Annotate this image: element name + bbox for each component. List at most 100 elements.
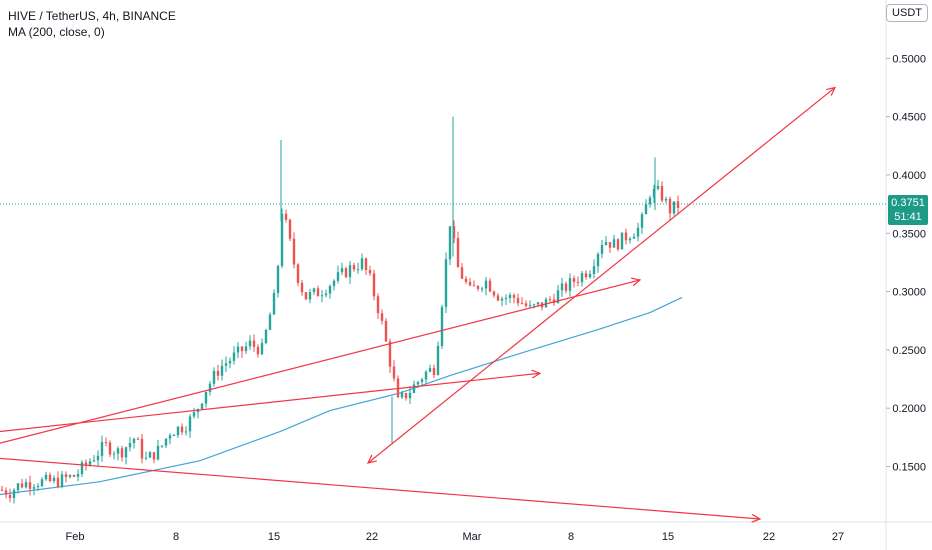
candle-body xyxy=(564,283,568,291)
price-tick-label: 0.5000 xyxy=(892,53,926,65)
candle-body xyxy=(632,236,636,239)
candle-body xyxy=(364,258,368,270)
candle-body xyxy=(172,435,176,437)
candle-body xyxy=(180,426,184,433)
time-tick-label: 15 xyxy=(268,531,280,543)
candle-body xyxy=(484,280,488,289)
candle-body xyxy=(328,285,332,294)
candle-body xyxy=(32,487,36,489)
candle-body xyxy=(604,242,608,246)
candle-body xyxy=(416,381,420,385)
candle-body xyxy=(636,227,640,237)
candle-body xyxy=(340,268,344,273)
candle-body xyxy=(336,272,340,281)
candle-body xyxy=(656,185,660,189)
candle-body xyxy=(440,306,444,346)
candle-body xyxy=(204,391,208,404)
candle-body xyxy=(60,474,64,487)
time-tick-label: Mar xyxy=(463,531,482,543)
candle-body xyxy=(464,278,468,283)
candle-body xyxy=(92,460,96,462)
candle-body xyxy=(596,253,600,267)
candle-body xyxy=(84,462,88,465)
candle-body xyxy=(76,474,80,477)
candle-body xyxy=(552,299,556,304)
candle-body xyxy=(324,293,328,296)
candle-body xyxy=(644,204,648,215)
candle-body xyxy=(208,383,212,392)
candle-body xyxy=(508,295,512,298)
candle-body xyxy=(660,185,664,201)
candle-body xyxy=(344,268,348,278)
trend-line xyxy=(367,87,836,464)
candle-body xyxy=(292,238,296,265)
candle-body xyxy=(628,238,632,241)
trend-line-arrow xyxy=(826,86,837,96)
moving-average-layer xyxy=(0,296,683,496)
candle-body xyxy=(676,201,680,208)
candle-body xyxy=(296,264,300,283)
candle-body xyxy=(88,461,92,465)
time-axis[interactable]: Feb 8 15 22 Mar 8 15 22 27 xyxy=(66,531,845,543)
candle-body xyxy=(616,239,620,250)
candle-body xyxy=(312,288,316,293)
candle-body xyxy=(400,393,404,398)
candle-body xyxy=(448,226,452,260)
candle-body xyxy=(300,282,304,293)
candle-body xyxy=(420,379,424,382)
candle-body xyxy=(16,483,20,491)
candle-body xyxy=(376,296,380,314)
last-price-tag: 0.3751 51:41 xyxy=(888,195,928,225)
candle-body xyxy=(472,285,476,287)
trend-line xyxy=(0,279,641,444)
candle-body xyxy=(352,265,356,270)
candle-body xyxy=(320,295,324,297)
indicator-label[interactable]: MA (200, close, 0) xyxy=(8,25,105,39)
candle-body xyxy=(112,453,116,455)
candle-body xyxy=(476,285,480,289)
candle-body xyxy=(516,297,520,304)
candle-body xyxy=(396,378,400,398)
time-tick-label: 22 xyxy=(366,531,378,543)
price-axis[interactable]: 0.5000 0.4500 0.4000 0.3500 0.3000 0.2500 0.20… xyxy=(886,53,926,474)
candle-body xyxy=(436,345,440,375)
candle-body xyxy=(144,457,148,459)
candle-body xyxy=(428,368,432,372)
candle-body xyxy=(164,438,168,446)
candle-body xyxy=(224,363,228,366)
candle-body xyxy=(124,447,128,458)
candle-body xyxy=(560,283,564,291)
symbol-title[interactable]: HIVE / TetherUS, 4h, BINANCE xyxy=(8,9,176,23)
candle-body xyxy=(424,371,428,380)
candle-body xyxy=(360,258,364,270)
candle-body xyxy=(288,219,292,239)
candle-body xyxy=(392,366,396,379)
bar-countdown: 51:41 xyxy=(894,211,922,223)
candle-body xyxy=(588,274,592,278)
price-tick-label: 0.4000 xyxy=(892,170,926,182)
candle-body xyxy=(460,267,464,279)
price-tick-label: 0.2000 xyxy=(892,403,926,415)
trend-line xyxy=(0,372,541,433)
candle-body xyxy=(120,448,124,458)
candles-layer xyxy=(0,116,680,504)
price-tick-label: 0.3000 xyxy=(892,287,926,299)
candle-body xyxy=(608,242,612,248)
candle-body xyxy=(192,412,196,417)
candle-body xyxy=(668,198,672,214)
candle-body xyxy=(548,299,552,301)
candle-body xyxy=(664,198,668,201)
candle-body xyxy=(652,188,656,198)
candle-body xyxy=(220,365,224,376)
candle-body xyxy=(580,273,584,283)
candle-body xyxy=(276,265,280,293)
trend-line-arrow xyxy=(531,369,542,379)
candle-body xyxy=(268,314,272,330)
candle-body xyxy=(648,197,652,205)
currency-unit-button[interactable]: USDT xyxy=(886,4,928,22)
candle-body xyxy=(132,438,136,444)
candle-body xyxy=(368,269,372,274)
trend-line xyxy=(0,457,761,520)
candle-body xyxy=(256,346,260,355)
